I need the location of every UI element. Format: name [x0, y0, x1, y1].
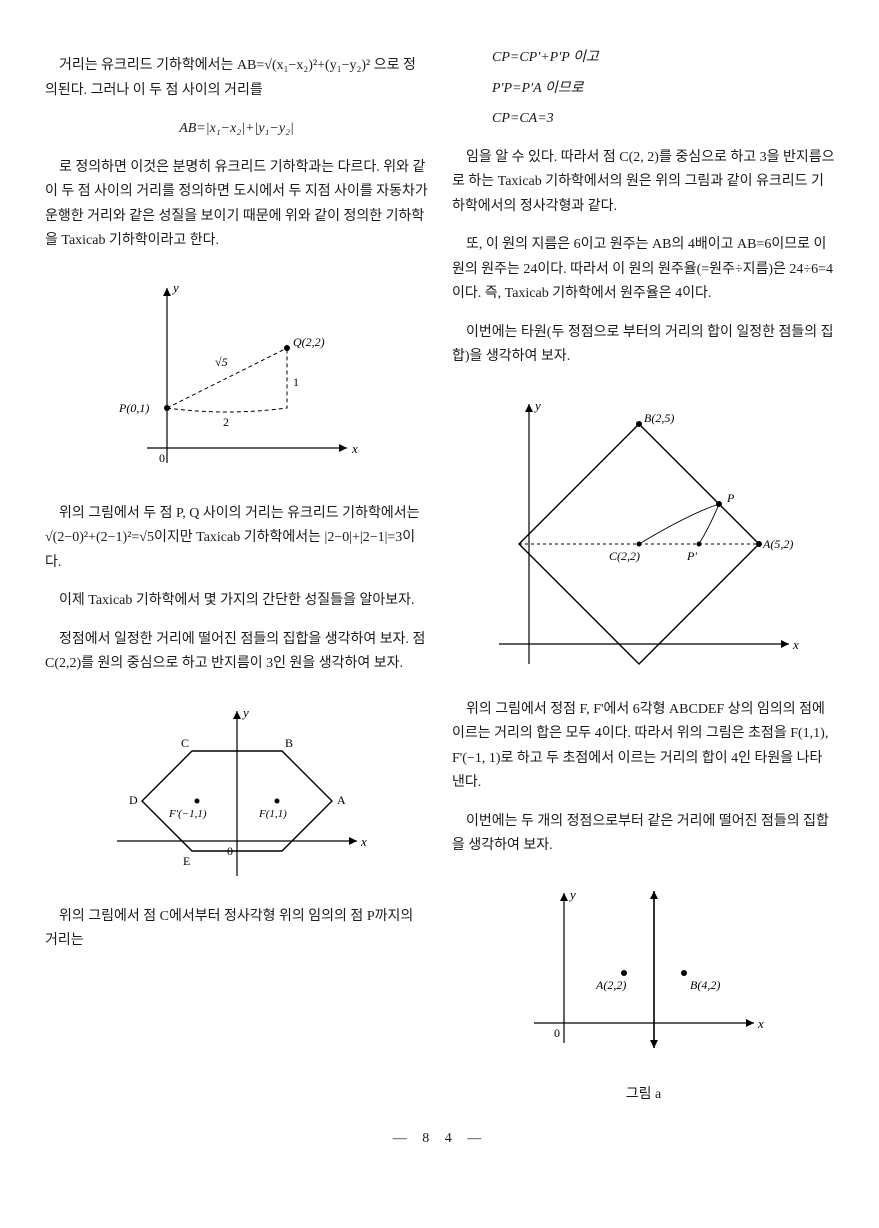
- fig2-C: C: [181, 736, 189, 750]
- left-p3a: 위의 그림에서 두 점 P, Q 사이의 거리는 유크리드 기하학에서는 √(2…: [45, 502, 428, 576]
- right-eq3: CP=CA=3: [492, 107, 835, 132]
- fig4-origin: 0: [554, 1026, 560, 1040]
- left-p1: 거리는 유크리드 기하학에서는 AB=√(x₁−x₂)²+(y₁−y₂)² 으로…: [45, 54, 428, 103]
- fig1-P: P(0,1): [118, 401, 149, 415]
- left-p3b: 이제 Taxicab 기하학에서 몇 가지의 간단한 성질들을 알아보자.: [45, 589, 428, 614]
- fig3-P: P: [726, 491, 735, 505]
- left-column: 거리는 유크리드 기하학에서는 AB=√(x₁−x₂)²+(y₁−y₂)² 으로…: [45, 40, 428, 1107]
- fig2: 0 x y A B C D E F'(−1,1) F(1,1): [45, 691, 428, 891]
- page: 거리는 유크리드 기하학에서는 AB=√(x₁−x₂)²+(y₁−y₂)² 으로…: [45, 40, 835, 1152]
- fig2-F1: F'(−1,1): [168, 808, 207, 820]
- left-p2: 로 정의하면 이것은 분명히 유크리드 기하학과는 다르다. 위와 같이 두 점…: [45, 156, 428, 254]
- fig2-D: D: [129, 793, 138, 807]
- fig3-Pp: P': [686, 549, 697, 563]
- fig2-ylabel: y: [241, 705, 249, 720]
- fig3-xlabel: x: [792, 637, 799, 652]
- fig4-A: A(2,2): [595, 978, 626, 992]
- right-p2: 또, 이 원의 지름은 6이고 원주는 AB의 4배이고 AB=6이므로 이 원…: [452, 233, 835, 307]
- fig3-B: B(2,5): [644, 411, 674, 425]
- fig1-dy: 1: [293, 375, 299, 389]
- fig2-svg: 0 x y A B C D E F'(−1,1) F(1,1): [97, 691, 377, 891]
- left-eq1: AB=|x₁−x₂|+|y₁−y₂|: [45, 117, 428, 142]
- fig1-ylabel: y: [171, 280, 179, 295]
- fig1-dx: 2: [223, 415, 229, 429]
- right-p4: 위의 그림에서 정점 F, F'에서 6각형 ABCDEF 상의 임의의 점에 …: [452, 698, 835, 796]
- fig1-xlabel: x: [351, 441, 358, 456]
- fig4-B: B(4,2): [690, 978, 720, 992]
- fig4: 0 x y A(2,2) B(4,2): [452, 873, 835, 1073]
- fig4-caption: 그림 a: [452, 1083, 835, 1108]
- right-p3: 이번에는 타원(두 정점으로 부터의 거리의 합이 일정한 점들의 집합)을 생…: [452, 321, 835, 370]
- fig2-F2: F(1,1): [258, 808, 287, 820]
- right-eq2: P'P=P'A 이므로: [492, 77, 835, 102]
- right-p1: 임을 알 수 있다. 따라서 점 C(2, 2)를 중심으로 하고 3을 반지름…: [452, 146, 835, 220]
- fig2-E: E: [183, 854, 190, 868]
- fig3-C: C(2,2): [609, 549, 640, 563]
- fig3-svg: x y B(2,5) A(5,2) C(2,2) P P': [479, 384, 809, 684]
- right-p5: 이번에는 두 개의 정점으로부터 같은 거리에 떨어진 점들의 집합을 생각하여…: [452, 810, 835, 859]
- right-eq1: CP=CP'+P'P 이고: [492, 46, 835, 71]
- fig1-origin: 0: [159, 451, 165, 465]
- fig2-xlabel: x: [360, 834, 367, 849]
- columns: 거리는 유크리드 기하학에서는 AB=√(x₁−x₂)²+(y₁−y₂)² 으로…: [45, 40, 835, 1107]
- fig4-xlabel: x: [757, 1016, 764, 1031]
- fig2-B: B: [285, 736, 293, 750]
- fig1-sqrt5: √5: [215, 355, 228, 369]
- fig1-svg: 0 x y P(0,1) Q(2,2) √5 2 1: [107, 268, 367, 488]
- left-p4a: 위의 그림에서 점 C에서부터 정사각형 위의 임의의 점 P까지의 거리는: [45, 905, 428, 954]
- fig1: 0 x y P(0,1) Q(2,2) √5 2 1: [45, 268, 428, 488]
- left-p3c: 정점에서 일정한 거리에 떨어진 점들의 집합을 생각하여 보자. 점 C(2,…: [45, 628, 428, 677]
- right-column: CP=CP'+P'P 이고 P'P=P'A 이므로 CP=CA=3 임을 알 수…: [452, 40, 835, 1107]
- fig1-Q: Q(2,2): [293, 335, 325, 349]
- fig3-A: A(5,2): [762, 537, 793, 551]
- fig2-A: A: [337, 793, 346, 807]
- fig4-ylabel: y: [568, 887, 576, 902]
- fig3-ylabel: y: [533, 398, 541, 413]
- fig3: x y B(2,5) A(5,2) C(2,2) P P': [452, 384, 835, 684]
- fig4-svg: 0 x y A(2,2) B(4,2): [514, 873, 774, 1073]
- page-number: — 8 4 —: [45, 1127, 835, 1152]
